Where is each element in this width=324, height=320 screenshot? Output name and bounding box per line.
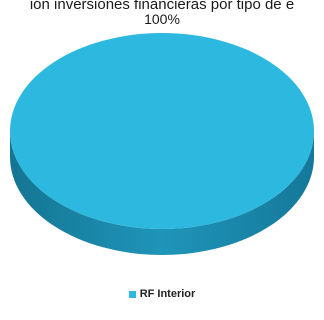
pie-slice (10, 33, 314, 229)
legend: RF Interior (0, 288, 324, 300)
legend-label: RF Interior (139, 288, 196, 300)
pie-slice-side (10, 131, 314, 255)
chart-title: ión inversiones financieras por tipo de … (29, 0, 295, 13)
legend-swatch (128, 290, 136, 298)
data-label: 100% (144, 11, 180, 27)
